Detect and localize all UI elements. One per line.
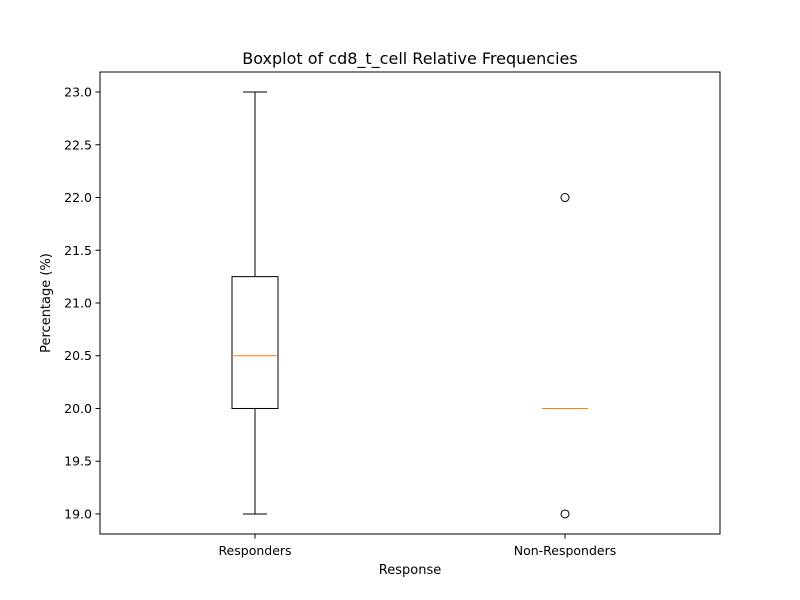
x-tick-label: Responders	[218, 543, 291, 558]
y-tick-label: 22.0	[64, 190, 92, 205]
y-tick-label: 20.5	[64, 348, 92, 363]
outlier-point	[560, 509, 570, 519]
y-tick-label: 20.0	[64, 401, 92, 416]
y-tick-label: 19.0	[64, 506, 92, 521]
y-axis-label: Percentage (%)	[39, 253, 54, 353]
y-tick-label: 21.5	[64, 243, 92, 258]
y-tick-label: 21.0	[64, 296, 92, 311]
axes-frame	[99, 71, 721, 535]
y-tick-label: 22.5	[64, 137, 92, 152]
x-tick-label: Non-Responders	[514, 543, 617, 558]
iqr-box	[231, 276, 279, 409]
y-tick-label: 23.0	[64, 85, 92, 100]
y-tick-label: 19.5	[64, 454, 92, 469]
chart-title: Boxplot of cd8_t_cell Relative Frequenci…	[242, 49, 577, 69]
outlier-point	[560, 193, 570, 203]
x-axis-label: Response	[379, 563, 441, 578]
plot-area: 19.0 19.5 20.0 20.5 21.0 21.5 22.0 22.5 23.0 Resp…	[64, 71, 721, 558]
